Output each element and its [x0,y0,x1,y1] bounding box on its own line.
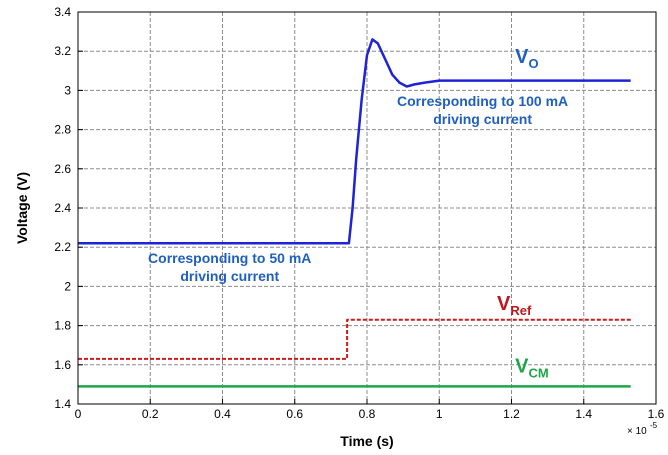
x-scale-note: × 10 [627,426,647,437]
series-line-vo [78,38,631,245]
annotation-line: driving current [433,111,532,127]
series-label-subscript: O [528,56,538,71]
y-tick-label: 1.6 [54,358,71,372]
x-tick-label: 1 [436,407,443,421]
series-label-main: V [515,356,529,378]
y-tick-label: 2.6 [54,162,71,176]
x-axis-label: Time (s) [340,433,393,449]
annotation-text: Corresponding to 50 mA driving current [148,250,311,284]
series-label-main: V [515,46,529,68]
annotation-line: Corresponding to 50 mA [148,250,311,266]
annotation-line: Corresponding to 100 mA [397,93,568,109]
y-tick-label: 2.2 [54,240,71,254]
series-label-main: V [497,293,511,315]
y-tick-label: 3.4 [54,5,71,19]
x-scale-exponent: -5 [650,421,658,430]
y-tick-label: 3 [64,83,71,97]
x-tick-label: 1.4 [575,407,592,421]
x-tick-label: 0.4 [214,407,231,421]
series-label-subscript: Ref [510,303,532,318]
grid [78,12,656,404]
series-label-subscript: CM [528,366,548,381]
x-tick-label: 1.2 [503,407,520,421]
y-tick-label: 2.4 [54,201,71,215]
y-tick-label: 2.8 [54,123,71,137]
x-tick-label: 0.8 [359,407,376,421]
axis-ticks: 0 0.2 0.4 0.6 0.8 1 1.2 1.4 1.6 1.4 1.6 1.8 2 2.2 2.4 2… [54,5,664,421]
series-label-vcm: VCM [515,356,549,381]
y-tick-label: 3.2 [54,44,71,58]
series-label-vo: VO [515,46,538,71]
y-tick-label: 1.4 [54,397,71,411]
series-line-vref [78,318,631,360]
x-tick-label: 0 [75,407,82,421]
y-tick-label: 2 [64,279,71,293]
series-lines [78,38,631,388]
x-tick-label: 0.2 [142,407,159,421]
annotation-text: Corresponding to 100 mA driving current [397,93,568,127]
x-tick-label: 1.6 [648,407,665,421]
y-axis-label: Voltage (V) [14,172,30,244]
annotation-line: driving current [180,268,279,284]
y-tick-label: 1.8 [54,319,71,333]
annotations: Corresponding to 100 mA driving currentCo… [148,46,568,381]
series-label-vref: VRef [497,293,532,318]
x-tick-label: 0.6 [286,407,303,421]
